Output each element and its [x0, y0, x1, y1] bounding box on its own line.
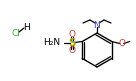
Text: H: H — [23, 23, 29, 32]
Text: N: N — [94, 20, 100, 29]
Text: O: O — [69, 46, 76, 55]
Text: O: O — [69, 30, 76, 39]
Text: Cl: Cl — [12, 29, 21, 38]
Text: H₂N: H₂N — [43, 38, 60, 47]
Text: S: S — [69, 38, 76, 47]
Text: O: O — [118, 39, 125, 48]
